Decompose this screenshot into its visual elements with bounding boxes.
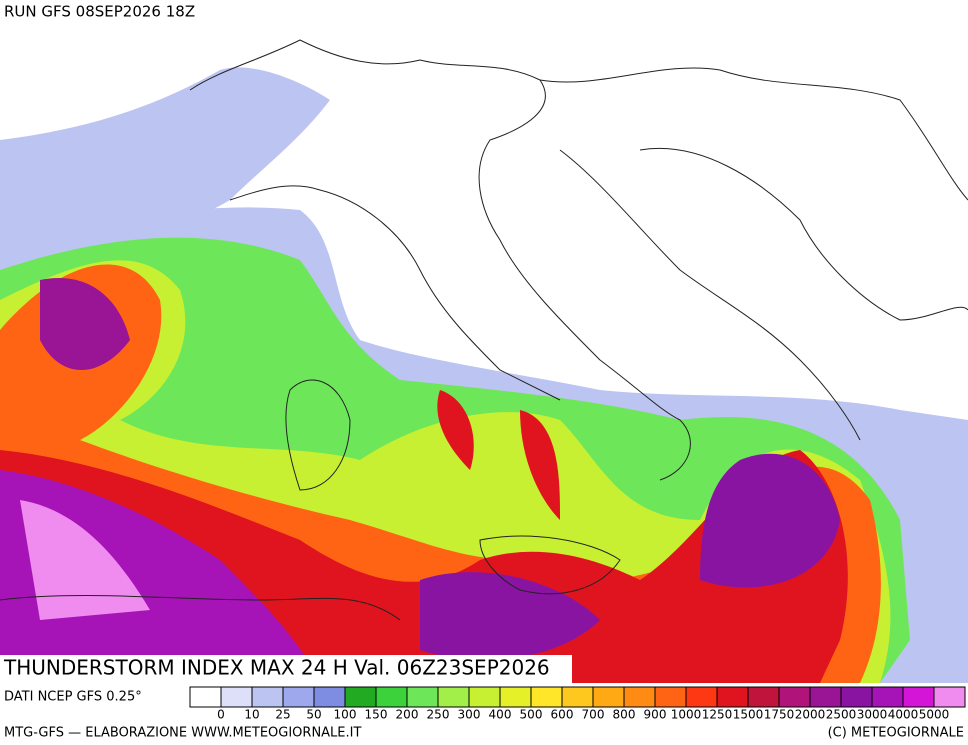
legend-label: 700: [582, 708, 605, 722]
legend-label: 2000: [795, 708, 826, 722]
legend-label: 1750: [764, 708, 795, 722]
legend-label: 1500: [733, 708, 764, 722]
legend-label: 25: [275, 708, 290, 722]
source-label: DATI NCEP GFS 0.25°: [4, 690, 142, 705]
legend-label: 2500: [826, 708, 857, 722]
legend-label: 1250: [702, 708, 733, 722]
legend-label: 1000: [671, 708, 702, 722]
legend-label: 100: [334, 708, 357, 722]
color-box: [871, 686, 904, 708]
legend-label: 3000: [857, 708, 888, 722]
legend-label: 5000: [919, 708, 950, 722]
legend-label: 150: [365, 708, 388, 722]
color-box: [282, 686, 315, 708]
legend-label: 0: [217, 708, 225, 722]
legend-label: 900: [644, 708, 667, 722]
color-box: [189, 686, 222, 708]
color-box: [220, 686, 253, 708]
color-box: [468, 686, 501, 708]
color-box: [654, 686, 687, 708]
color-box: [406, 686, 439, 708]
legend-label: 300: [458, 708, 481, 722]
color-box: [499, 686, 532, 708]
color-box: [747, 686, 780, 708]
legend-label: 800: [613, 708, 636, 722]
color-box: [313, 686, 346, 708]
title-box: [0, 655, 572, 683]
color-box: [375, 686, 408, 708]
color-box: [592, 686, 625, 708]
color-box: [623, 686, 656, 708]
color-box: [778, 686, 811, 708]
legend-label: 250: [427, 708, 450, 722]
legend-label: 10: [244, 708, 259, 722]
footer-left: MTG-GFS — ELABORAZIONE WWW.METEOGIORNALE…: [4, 726, 361, 741]
color-box: [840, 686, 873, 708]
map-title: THUNDERSTORM INDEX MAX 24 H Val. 06Z23SE…: [3, 656, 550, 680]
run-label: RUN GFS 08SEP2026 18Z: [4, 3, 195, 21]
color-box: [437, 686, 470, 708]
color-box: [716, 686, 749, 708]
color-box: [251, 686, 284, 708]
color-box: [344, 686, 377, 708]
field: [0, 67, 968, 684]
color-box: [561, 686, 594, 708]
color-box: [933, 686, 966, 708]
borders: [0, 39, 968, 621]
legend-label: 200: [396, 708, 419, 722]
footer-right: (C) METEOGIORNALE: [828, 726, 964, 741]
legend-label: 4000: [888, 708, 919, 722]
legend-label: 50: [306, 708, 321, 722]
color-box: [902, 686, 935, 708]
legend-label: 600: [551, 708, 574, 722]
color-box: [685, 686, 718, 708]
color-box: [809, 686, 842, 708]
legend-label: 500: [520, 708, 543, 722]
color-box: [530, 686, 563, 708]
legend-label: 400: [489, 708, 512, 722]
colorbar: 0 10 25 50 100 150 200 250 300 400 500 600 700 800 900…: [189, 686, 966, 722]
